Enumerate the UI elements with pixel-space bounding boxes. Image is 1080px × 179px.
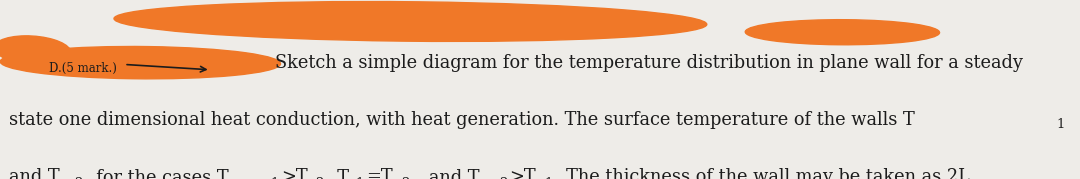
Text: 2: 2: [73, 177, 82, 179]
Ellipse shape: [0, 47, 281, 79]
Text: 1: 1: [1056, 118, 1065, 131]
Text: =T: =T: [366, 168, 393, 179]
Text: 1: 1: [544, 177, 552, 179]
Ellipse shape: [0, 36, 71, 64]
Text: , for the cases T: , for the cases T: [84, 168, 228, 179]
Text: 2: 2: [499, 177, 508, 179]
Text: state one dimensional heat conduction, with heat generation. The surface tempera: state one dimensional heat conduction, w…: [9, 111, 915, 129]
Text: , and T: , and T: [411, 168, 480, 179]
Text: D.(5 mark.): D.(5 mark.): [49, 62, 117, 74]
Text: >T: >T: [281, 168, 308, 179]
Text: equati: equati: [389, 6, 429, 19]
Text: . The thickness of the wall may be taken as 2L: . The thickness of the wall may be taken…: [555, 168, 970, 179]
Text: 2: 2: [401, 177, 409, 179]
Ellipse shape: [114, 2, 706, 41]
Text: , T: , T: [326, 168, 349, 179]
Text: >T: >T: [510, 168, 537, 179]
Ellipse shape: [745, 20, 940, 45]
Text: 1: 1: [355, 177, 364, 179]
Text: and T: and T: [9, 168, 59, 179]
Text: Sketch a simple diagram for the temperature distribution in plane wall for a ste: Sketch a simple diagram for the temperat…: [275, 54, 1023, 72]
Text: 2: 2: [315, 177, 324, 179]
Text: 1: 1: [270, 177, 279, 179]
